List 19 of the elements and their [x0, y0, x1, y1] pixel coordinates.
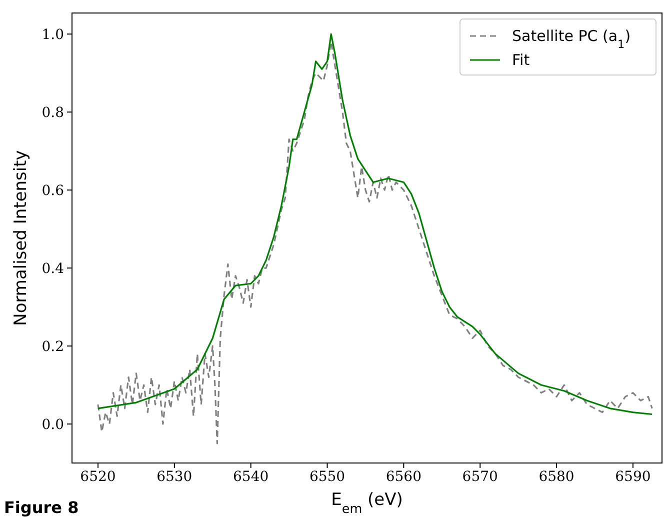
x-tick-label: 6540: [233, 469, 269, 485]
x-tick-label: 6570: [462, 469, 498, 485]
x-axis-title: E$_{em}$ (eV): [331, 490, 403, 516]
y-tick-label: 0.6: [42, 183, 64, 200]
x-tick-label: 6550: [309, 469, 346, 485]
x-tick-label: 6590: [615, 469, 651, 485]
y-axis-title: Normalised Intensity: [11, 150, 31, 326]
legend-label: Satellite PC (a$_{1}$): [512, 27, 631, 50]
x-tick-label: 6580: [538, 469, 574, 485]
y-tick-label: 0.8: [42, 105, 64, 122]
y-tick-label: 1.0: [42, 27, 64, 44]
x-tick-label: 6560: [386, 469, 422, 485]
x-tick-label: 6530: [156, 469, 192, 485]
legend-label: Fit: [512, 51, 530, 69]
y-tick-label: 0.0: [42, 417, 64, 434]
x-tick-label: 6520: [80, 469, 116, 485]
y-tick-label: 0.2: [42, 339, 64, 356]
caption: Figure 8: [4, 498, 79, 517]
y-tick-label: 0.4: [42, 261, 64, 278]
